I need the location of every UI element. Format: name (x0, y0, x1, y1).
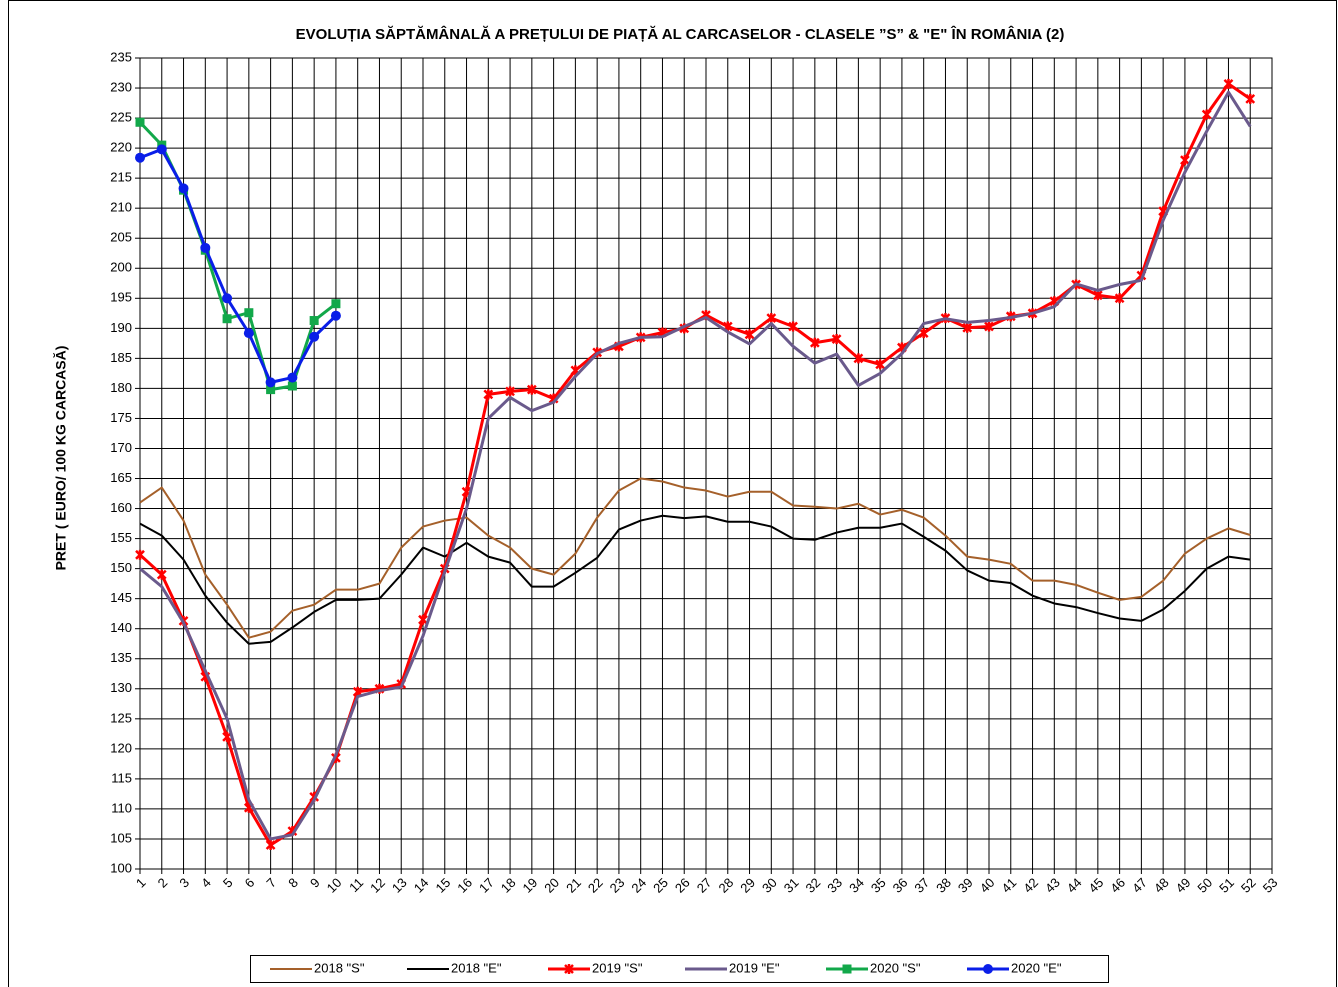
marker (418, 614, 428, 625)
marker (853, 353, 864, 364)
y-tick-label: 190 (110, 320, 132, 335)
marker (842, 964, 852, 974)
legend-label: 2019 "E" (729, 960, 780, 975)
marker (135, 152, 145, 163)
marker (1180, 155, 1190, 166)
y-tick-label: 175 (110, 410, 132, 425)
marker (831, 334, 842, 345)
y-tick-label: 140 (110, 620, 132, 635)
y-tick-label: 125 (110, 710, 132, 725)
y-tick-label: 115 (111, 770, 132, 785)
marker (1114, 293, 1125, 304)
marker (766, 313, 777, 324)
legend-label: 2020 "S" (870, 960, 921, 975)
marker (809, 337, 820, 348)
marker (483, 389, 494, 400)
chart-title: EVOLUȚIA SĂPTĂMÂNALĂ A PREȚULUI DE PIAȚĂ… (296, 25, 1065, 43)
marker (200, 242, 211, 253)
marker (265, 839, 276, 850)
y-tick-label: 165 (110, 470, 132, 485)
y-tick-label: 185 (110, 350, 132, 365)
marker (875, 359, 886, 370)
marker (962, 322, 973, 333)
series-line (139, 90, 1252, 841)
y-tick-label: 235 (110, 49, 132, 64)
y-tick-label: 180 (110, 380, 132, 395)
y-tick-label: 150 (110, 560, 132, 575)
marker (309, 316, 319, 326)
marker (1223, 78, 1234, 89)
marker (156, 144, 167, 155)
marker (331, 299, 341, 309)
y-tick-label: 195 (110, 290, 132, 305)
marker (505, 386, 515, 397)
y-tick-label: 145 (110, 590, 132, 605)
y-tick-label: 215 (110, 170, 132, 185)
y-tick-label: 170 (110, 440, 132, 455)
legend (250, 955, 1109, 983)
y-tick-label: 130 (110, 680, 132, 695)
marker (330, 310, 341, 321)
marker (918, 328, 929, 339)
marker (1245, 93, 1256, 104)
marker (222, 314, 232, 324)
y-tick-label: 210 (110, 200, 132, 215)
marker (788, 321, 798, 332)
y-tick-label: 120 (110, 740, 132, 755)
y-tick-label: 220 (110, 140, 132, 155)
legend-label: 2018 "E" (451, 960, 502, 975)
marker (309, 331, 320, 342)
marker (983, 964, 993, 974)
y-tick-label: 160 (110, 500, 132, 515)
legend-label: 2019 "S" (592, 960, 643, 975)
y-tick-label: 135 (110, 650, 132, 665)
marker (744, 329, 755, 340)
marker (984, 321, 994, 332)
marker (156, 569, 167, 580)
y-tick-label: 105 (110, 830, 132, 845)
series-line (139, 147, 337, 384)
marker (135, 117, 145, 127)
marker (243, 328, 254, 339)
marker (266, 385, 276, 395)
y-tick-label: 110 (111, 800, 132, 815)
marker (287, 372, 298, 383)
y-tick-label: 225 (110, 110, 132, 125)
marker (222, 293, 233, 304)
marker (1201, 109, 1212, 120)
y-tick-label: 200 (110, 260, 132, 275)
y-tick-label: 230 (110, 79, 132, 94)
marker (135, 549, 145, 560)
y-tick-label: 205 (110, 230, 132, 245)
series-line (139, 514, 1251, 645)
y-tick-label: 155 (110, 530, 132, 545)
marker (178, 183, 189, 194)
legend-label: 2020 "E" (1011, 960, 1062, 975)
marker (564, 964, 574, 974)
marker (526, 384, 537, 395)
legend-label: 2018 "S" (314, 960, 365, 975)
marker (244, 308, 254, 318)
y-axis-label: PRET ( EURO/ 100 KG CARCASĂ) (53, 346, 69, 571)
y-tick-label: 100 (110, 860, 132, 875)
marker (265, 377, 276, 388)
marker (287, 381, 297, 391)
series-line (139, 477, 1251, 639)
